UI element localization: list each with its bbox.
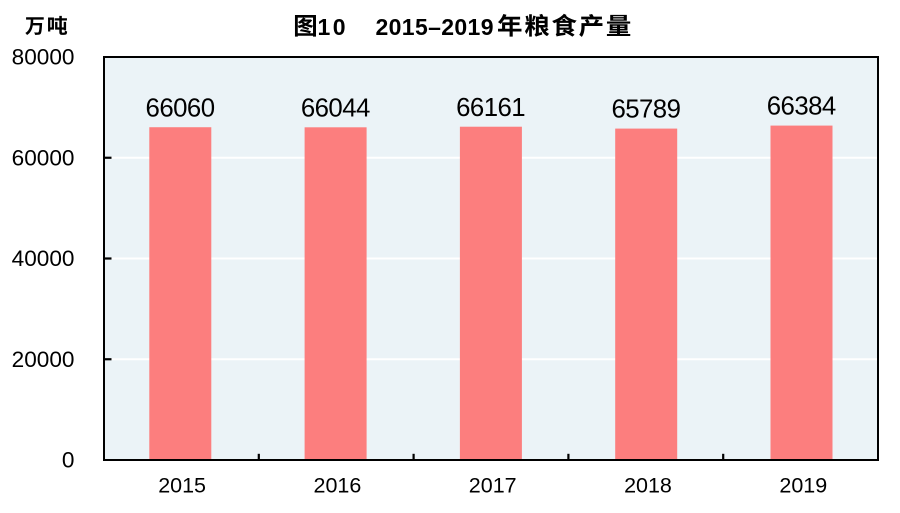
svg-text:2016: 2016 xyxy=(314,473,362,497)
svg-text:2015–2019: 2015–2019 xyxy=(376,14,494,40)
svg-text:66384: 66384 xyxy=(767,93,837,121)
svg-text:2019: 2019 xyxy=(779,473,827,497)
svg-text:2018: 2018 xyxy=(624,473,672,497)
svg-text:0: 0 xyxy=(62,448,75,473)
svg-text:66161: 66161 xyxy=(456,94,526,122)
svg-text:60000: 60000 xyxy=(12,145,75,170)
svg-text:80000: 80000 xyxy=(12,45,75,70)
svg-text:65789: 65789 xyxy=(611,96,681,124)
svg-text:2017: 2017 xyxy=(469,473,517,497)
svg-text:20000: 20000 xyxy=(12,347,75,372)
svg-text:66044: 66044 xyxy=(301,94,371,122)
svg-text:66060: 66060 xyxy=(146,94,216,122)
svg-text:40000: 40000 xyxy=(12,246,75,271)
svg-text:2015: 2015 xyxy=(158,473,206,497)
